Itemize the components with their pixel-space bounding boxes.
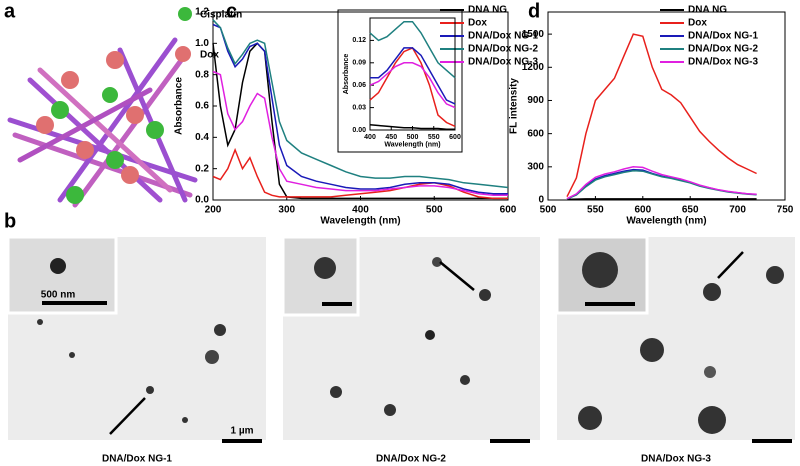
series-line (369, 20, 456, 79)
x-tick-label: 200 (205, 205, 222, 216)
x-tick-label: 600 (449, 134, 461, 141)
y-tick-label: 600 (527, 128, 544, 139)
y-tick-label: 1200 (522, 62, 545, 73)
series-line (212, 147, 508, 200)
y-tick-label: 0.00 (352, 127, 366, 134)
caption: DNA/Dox NG-2 (376, 454, 446, 465)
series-line (212, 70, 508, 197)
x-tick-label: 450 (385, 134, 397, 141)
panel-label: d (528, 0, 540, 22)
x-axis-label: Wavelength (nm) (384, 142, 440, 149)
x-tick-label: 600 (634, 205, 651, 216)
x-tick-label: 500 (407, 134, 419, 141)
y-tick-label: 1.2 (195, 7, 209, 18)
y-tick-label: 0.6 (195, 101, 209, 112)
y-tick-label: 0.0 (195, 195, 209, 206)
y-tick-label: 900 (527, 95, 544, 106)
caption: DNA/Dox NG-1 (102, 454, 172, 465)
x-tick-label: 500 (540, 205, 557, 216)
legend-label: Cisplatin (200, 10, 242, 21)
x-tick-label: 550 (428, 134, 440, 141)
y-axis-label: Absorbance (174, 77, 185, 135)
y-tick-label: 1500 (522, 29, 545, 40)
series-line (212, 23, 508, 195)
series-line (566, 198, 757, 201)
x-tick-label: 600 (500, 205, 517, 216)
scale-label: 500 nm (41, 290, 76, 301)
x-tick-label: 400 (364, 134, 376, 141)
scale-label: 1 µm (231, 426, 254, 437)
y-tick-label: 0 (538, 195, 544, 206)
series-line (369, 124, 455, 131)
panel-label: c (226, 0, 237, 22)
panel-label: a (4, 0, 16, 22)
legend-label: DNA NG (688, 5, 727, 16)
legend-label: DNA NG (468, 5, 507, 16)
y-tick-label: 0.12 (352, 37, 366, 44)
y-axis-label: Absorbance (343, 54, 350, 95)
y-tick-label: 0.06 (352, 82, 366, 89)
x-tick-label: 700 (729, 205, 746, 216)
x-tick-label: 650 (682, 205, 699, 216)
legend-label: DNA/Dox NG-3 (688, 57, 758, 68)
series-line (370, 47, 456, 105)
series-line (369, 62, 456, 109)
series-line (212, 42, 508, 200)
legend-label: DNA/Dox NG-1 (468, 31, 538, 42)
legend-label: DNA/Dox NG-2 (468, 44, 538, 55)
y-tick-label: 1.0 (195, 38, 209, 49)
y-tick-label: 300 (527, 161, 544, 172)
x-axis-label: Wavelength (nm) (626, 216, 706, 227)
legend-label: Dox (200, 50, 219, 61)
x-tick-label: 550 (587, 205, 604, 216)
x-tick-label: 750 (777, 205, 794, 216)
caption: DNA/Dox NG-3 (641, 454, 711, 465)
y-tick-label: 0.2 (195, 163, 209, 174)
dna-nanogel-drawing (7, 7, 198, 208)
legend-label: DNA/Dox NG-2 (688, 44, 758, 55)
y-tick-label: 0.4 (195, 132, 209, 143)
series-line (566, 166, 757, 200)
legend-label: Dox (468, 18, 487, 29)
y-tick-label: 0.8 (195, 69, 209, 80)
legend-label: DNA/Dox NG-1 (688, 31, 758, 42)
panel-label: b (4, 210, 16, 232)
x-tick-label: 400 (352, 205, 369, 216)
y-tick-label: 0.09 (352, 60, 366, 67)
series-line (212, 19, 509, 189)
tem-images (6, 235, 795, 443)
x-tick-label: 300 (278, 205, 295, 216)
y-tick-label: 0.03 (352, 104, 366, 111)
x-tick-label: 500 (426, 205, 443, 216)
legend-label: DNA/Dox NG-3 (468, 57, 538, 68)
series-line (566, 33, 757, 198)
legend-label: Dox (688, 18, 707, 29)
plot-frame (547, 11, 786, 201)
x-axis-label: Wavelength (nm) (320, 216, 400, 227)
y-axis-label: FL intensity (509, 78, 520, 134)
